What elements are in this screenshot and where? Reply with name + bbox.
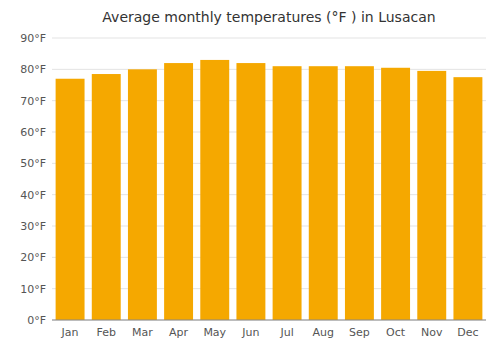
bar (164, 63, 193, 320)
y-tick-label: 40°F (20, 189, 46, 202)
bar (417, 71, 446, 320)
y-tick-label: 20°F (20, 251, 46, 264)
x-tick-label: Jun (241, 326, 259, 339)
y-tick-label: 30°F (20, 220, 46, 233)
y-tick-label: 90°F (20, 32, 46, 45)
x-tick-label: Jul (279, 326, 293, 339)
y-tick-label: 50°F (20, 157, 46, 170)
x-tick-label: Jan (61, 326, 79, 339)
bar (92, 74, 121, 320)
y-tick-label: 10°F (20, 283, 46, 296)
chart-container: Average monthly temperatures (°F ) in Lu… (0, 0, 500, 350)
x-tick-label: Aug (313, 326, 334, 339)
x-tick-label: Dec (457, 326, 478, 339)
y-tick-label: 70°F (20, 95, 46, 108)
x-tick-label: Mar (132, 326, 153, 339)
chart-svg: Average monthly temperatures (°F ) in Lu… (0, 0, 500, 350)
bar (273, 66, 302, 320)
bar (381, 68, 410, 320)
x-tick-label: Nov (421, 326, 443, 339)
x-axis-line (52, 320, 486, 321)
bar (236, 63, 265, 320)
bar (128, 69, 157, 320)
y-tick-label: 0°F (27, 314, 46, 327)
bar (200, 60, 229, 320)
x-axis: Jan Feb Mar Apr May Jun Jul Aug Sep Oct Nov Dec (52, 320, 486, 339)
y-tick-label: 60°F (20, 126, 46, 139)
bar (345, 66, 374, 320)
bars (56, 60, 483, 320)
grid-line (52, 69, 486, 70)
x-tick-label: Feb (97, 326, 116, 339)
grid-line (52, 38, 486, 39)
bar (453, 77, 482, 320)
x-tick-label: Apr (169, 326, 189, 339)
x-tick-label: Oct (386, 326, 406, 339)
y-tick-label: 80°F (20, 63, 46, 76)
grid (52, 38, 486, 320)
bar (56, 79, 85, 320)
chart-title: Average monthly temperatures (°F ) in Lu… (102, 9, 435, 25)
grid-line (52, 320, 486, 321)
y-axis: 0°F 10°F 20°F 30°F 40°F 50°F 60°F 70°F 80°F 90°F (20, 32, 46, 327)
x-tick-label: Sep (349, 326, 370, 339)
x-tick-label: May (203, 326, 226, 339)
bar (309, 66, 338, 320)
